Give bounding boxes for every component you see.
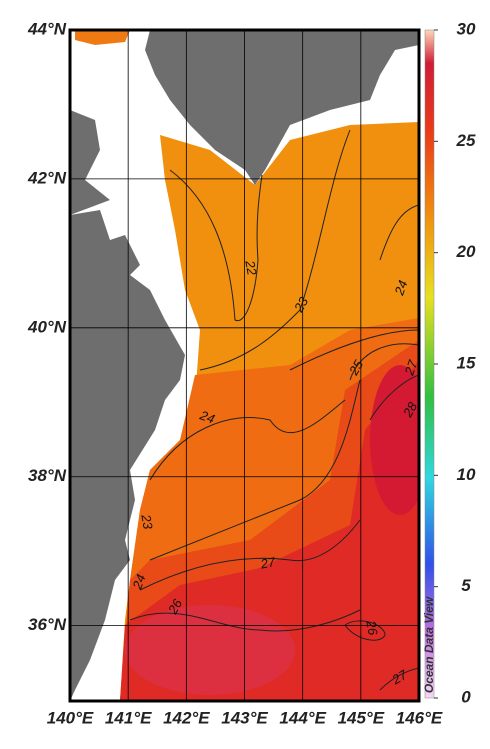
map-area bbox=[70, 30, 419, 701]
map-frame bbox=[68, 28, 421, 703]
colorbar-tick-label: 25 bbox=[456, 131, 476, 150]
contour-label: 26 bbox=[164, 596, 185, 618]
contour-label: 24 bbox=[197, 407, 217, 426]
contour-label: 22 bbox=[242, 258, 260, 277]
lon-tick-label: 141°E bbox=[105, 708, 152, 727]
colorbar-tick-label: 20 bbox=[456, 242, 476, 261]
contour-label: 27 bbox=[389, 667, 411, 688]
colorbar-tick-label: 5 bbox=[461, 576, 471, 595]
lon-tick-label: 143°E bbox=[221, 708, 268, 727]
contour-label: 24 bbox=[391, 278, 410, 298]
colorbar-tick-label: 0 bbox=[461, 687, 471, 706]
lat-tick-label: 44°N bbox=[27, 19, 67, 38]
contour-label: 26 bbox=[363, 618, 381, 637]
contour-label: 27 bbox=[258, 554, 277, 572]
colorbar-tick-label: 10 bbox=[457, 465, 476, 484]
lon-tick-label: 146°E bbox=[396, 708, 443, 727]
colorbar-tick-label: 30 bbox=[457, 19, 476, 38]
lon-tick-label: 140°E bbox=[47, 708, 94, 727]
lon-tick-label: 145°E bbox=[338, 708, 385, 727]
lat-tick-label: 38°N bbox=[28, 466, 67, 485]
lon-tick-label: 142°E bbox=[163, 708, 210, 727]
contour-label: 24 bbox=[129, 572, 148, 592]
lat-tick-label: 40°N bbox=[27, 317, 67, 336]
lat-tick-label: 42°N bbox=[27, 168, 67, 187]
watermark: Ocean Data View bbox=[422, 596, 436, 693]
contour-label: 23 bbox=[290, 294, 311, 316]
contour-label: 23 bbox=[138, 512, 156, 531]
contour-label: 27 bbox=[401, 358, 421, 378]
contour-label: 25 bbox=[345, 357, 366, 379]
colorbar-tick-label: 15 bbox=[457, 353, 476, 372]
lon-tick-label: 144°E bbox=[279, 708, 326, 727]
lat-tick-label: 36°N bbox=[28, 615, 67, 634]
contour-label: 28 bbox=[399, 399, 420, 421]
